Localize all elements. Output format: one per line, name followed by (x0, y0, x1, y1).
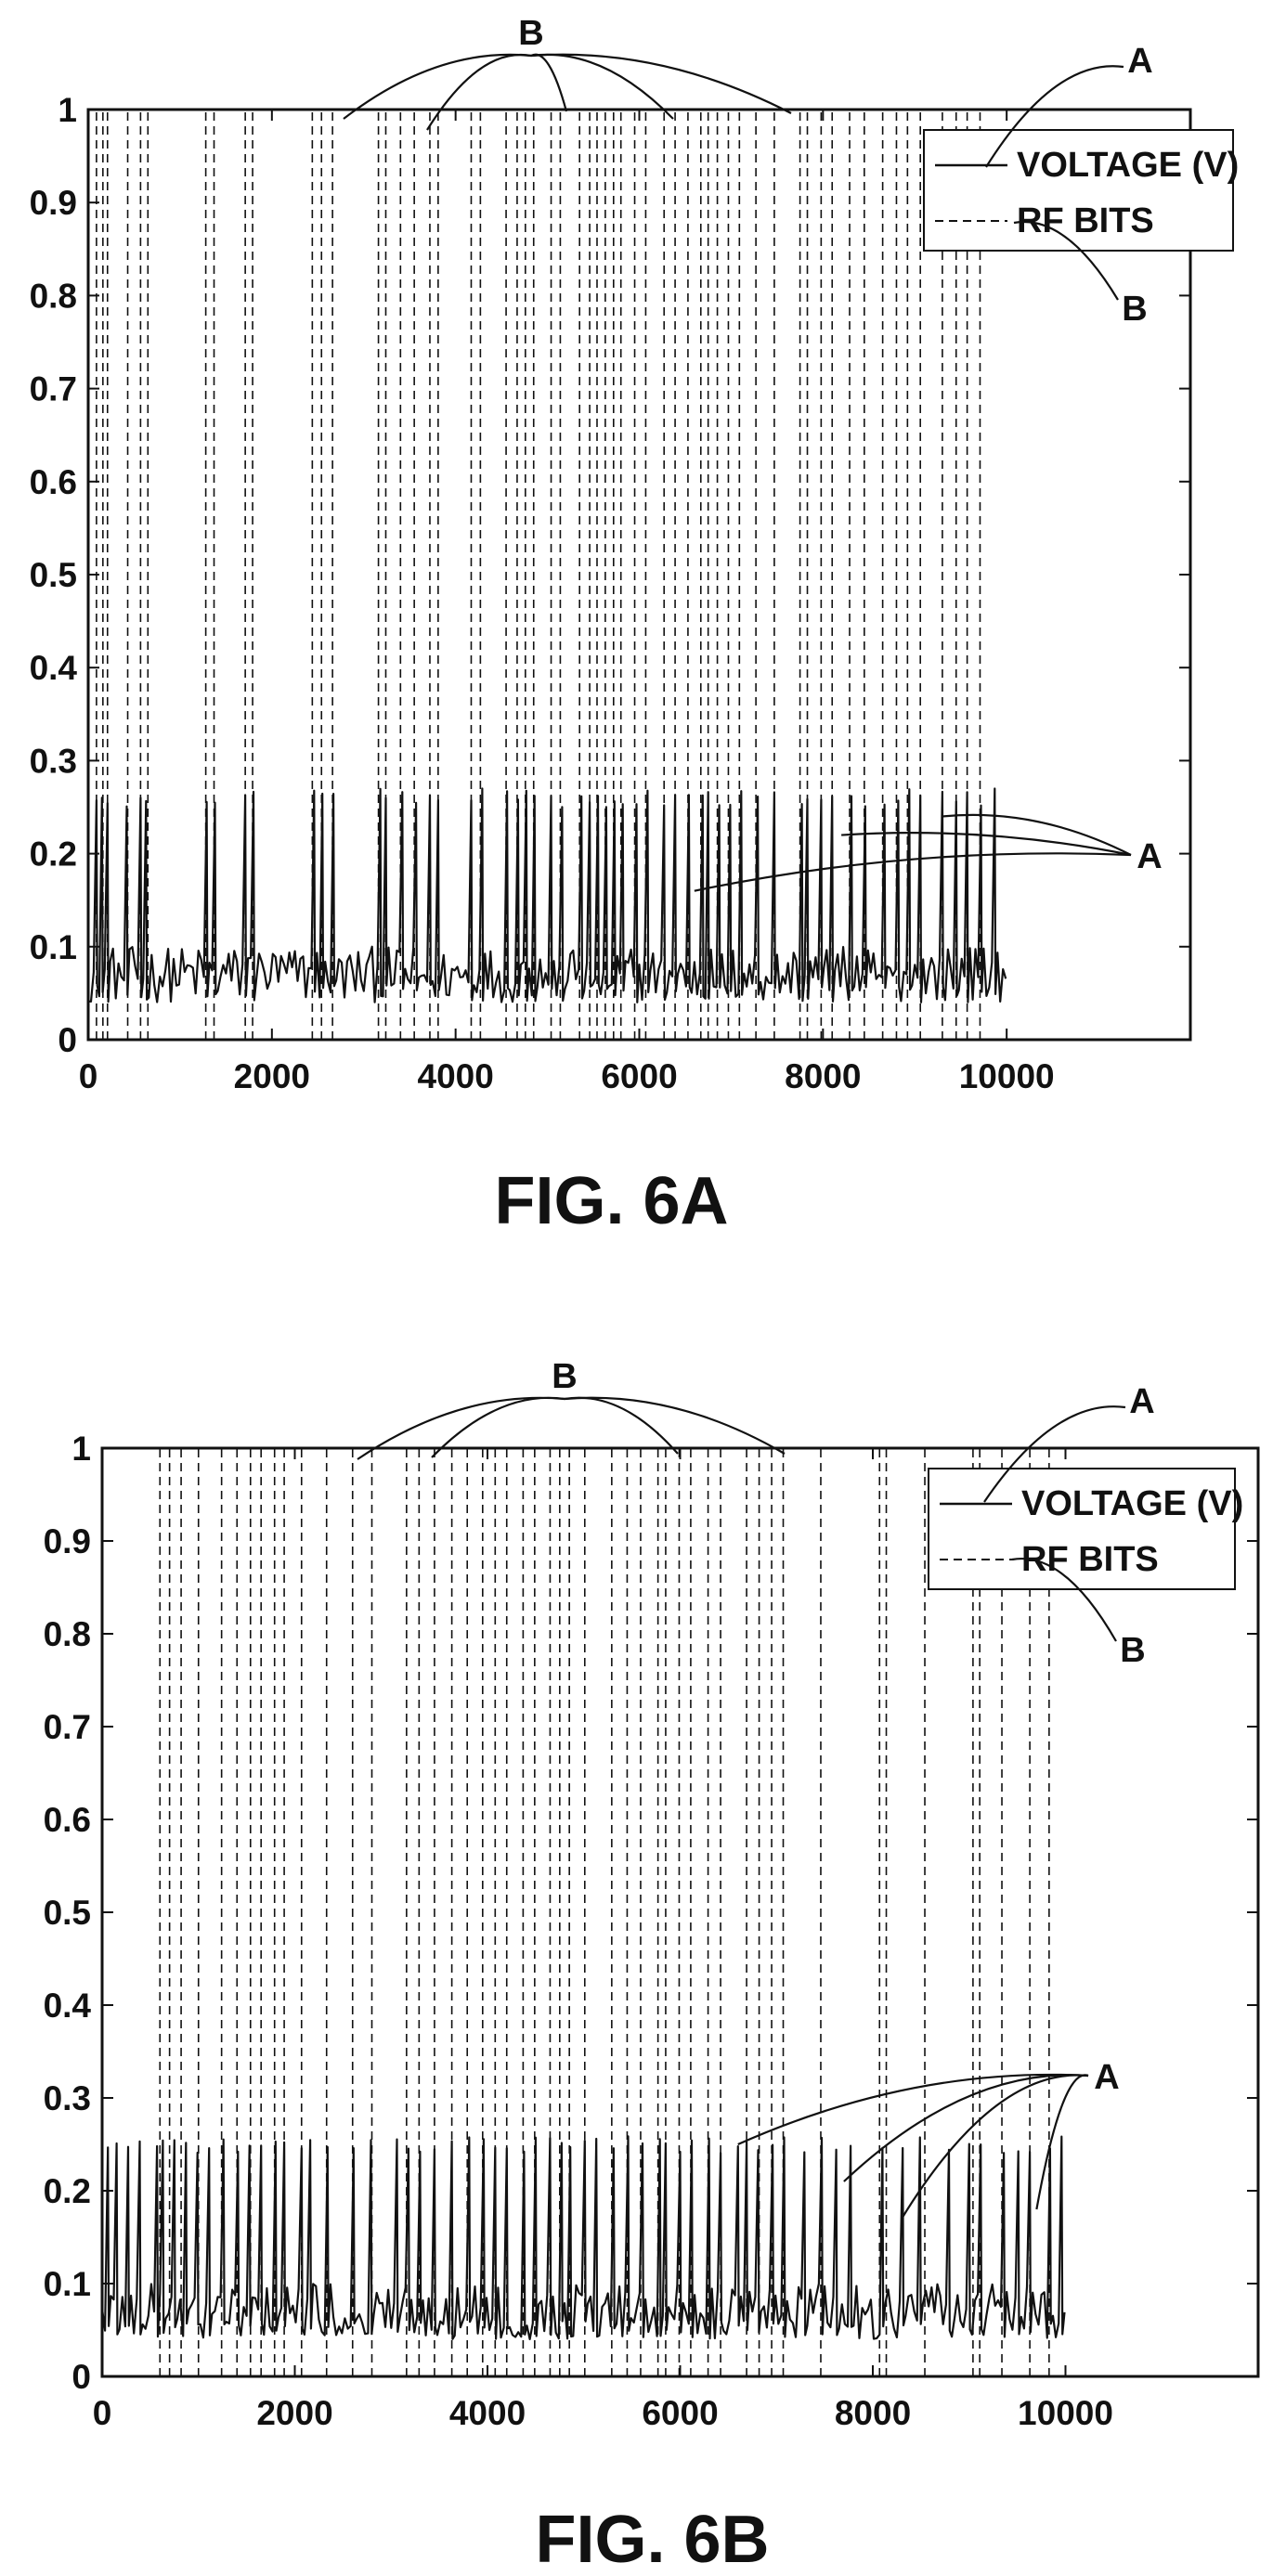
figure-caption: FIG. 6B (535, 2503, 769, 2576)
legend: VOLTAGE (V) RF BITS (928, 1468, 1243, 1590)
callout-b-legend-leader (1013, 220, 1119, 301)
y-tick-label: 0.8 (30, 277, 77, 315)
legend-box (923, 129, 1234, 252)
y-tick-label: 0.7 (30, 370, 77, 408)
x-tick-label: 4000 (418, 1057, 494, 1095)
y-tick-label: 0.4 (30, 649, 78, 687)
callouts: B A B A (343, 14, 1163, 892)
y-tick-label: 0.1 (44, 2265, 91, 2303)
chart-6a: 0 0.1 0.2 0.3 0.4 0.5 0.6 0.7 0.8 0.9 1 0 2000 4000 60… (30, 14, 1240, 1238)
x-tick-label: 10000 (1018, 2394, 1113, 2432)
callout-a-trace: A (1137, 837, 1162, 876)
x-tick-label: 6000 (601, 1057, 677, 1095)
chart-6b: 0 0.1 0.2 0.3 0.4 0.5 0.6 0.7 0.8 0.9 1 0 2000 4000 60… (44, 1357, 1260, 2576)
y-tick-label: 0.6 (44, 1801, 91, 1839)
x-tick-label: 0 (93, 2394, 112, 2432)
callout-b-top-leader (530, 53, 568, 112)
legend-label-rf-bits: RF BITS (1017, 201, 1154, 240)
legend-label-voltage: VOLTAGE (V) (1021, 1484, 1243, 1523)
x-tick-label: 4000 (449, 2394, 526, 2432)
x-tick-label: 2000 (234, 1057, 310, 1095)
callout-a-trace-leader (1035, 2074, 1089, 2210)
callout-b-legend-leader (1011, 1558, 1117, 1642)
y-tick-label: 0.9 (44, 1522, 91, 1560)
y-tick-label: 0.3 (44, 2079, 91, 2117)
y-tick-label: 0 (58, 1021, 77, 1059)
x-tick-label: 10000 (959, 1057, 1055, 1095)
callout-a-trace-leader (694, 852, 1132, 892)
legend: VOLTAGE (V) RF BITS (923, 129, 1239, 252)
y-tick-label: 1 (71, 1430, 91, 1468)
x-tick-label: 6000 (642, 2394, 718, 2432)
callout-a-trace-leader (737, 2073, 1089, 2146)
y-tick-label: 0.4 (44, 1987, 92, 2025)
callout-b-legend: B (1122, 290, 1147, 329)
y-tick-label: 0.6 (30, 463, 77, 501)
y-tick-label: 0.5 (44, 1894, 91, 1932)
callout-a-legend-leader (985, 65, 1124, 168)
legend-label-voltage: VOLTAGE (V) (1017, 146, 1239, 185)
callout-b-top-leader (564, 1396, 679, 1455)
x-tick-label: 0 (79, 1057, 98, 1095)
voltage-series (87, 787, 1007, 1003)
callout-b-legend: B (1120, 1631, 1145, 1670)
y-tick-label: 0.1 (30, 928, 77, 966)
callout-a-trace-leader (901, 2074, 1089, 2220)
y-tick-label: 1 (58, 91, 77, 129)
y-tick-label: 0.5 (30, 556, 77, 594)
y-tick-label: 0.8 (44, 1615, 91, 1653)
callout-a-legend: A (1129, 1382, 1154, 1421)
callout-b-top-leader (426, 53, 532, 131)
callout-a-legend-leader (983, 1405, 1126, 1503)
figure-caption: FIG. 6A (494, 1164, 728, 1238)
callout-b-top-leader (564, 1396, 786, 1455)
voltage-series (100, 2135, 1066, 2340)
y-tick-label: 0 (71, 2358, 91, 2396)
rf-bits-series (159, 1448, 1050, 2376)
callout-b-top-leader (357, 1396, 565, 1460)
callout-b-top-leader (431, 1396, 565, 1458)
callout-b-top: B (552, 1357, 577, 1396)
callout-a-trace-leader (843, 2074, 1089, 2182)
callouts: B A B A (357, 1357, 1155, 2220)
callout-a-trace-leader (841, 832, 1132, 857)
x-tick-label: 8000 (835, 2394, 911, 2432)
y-tick-label: 0.3 (30, 742, 77, 780)
callout-a-trace-leader (942, 813, 1132, 856)
callout-b-top-leader (530, 53, 792, 114)
legend-box (928, 1468, 1236, 1590)
legend-label-rf-bits: RF BITS (1021, 1540, 1159, 1579)
callout-a-trace: A (1094, 2058, 1119, 2097)
x-tick-label: 8000 (785, 1057, 861, 1095)
y-tick-label: 0.7 (44, 1708, 91, 1746)
y-tick-label: 0.9 (30, 184, 77, 222)
rf-bits-series (96, 110, 981, 1040)
y-tick-label: 0.2 (30, 835, 77, 874)
callout-a-legend: A (1127, 42, 1152, 81)
callout-b-top: B (518, 14, 543, 53)
callout-b-top-leader (343, 53, 532, 120)
x-tick-label: 2000 (256, 2394, 332, 2432)
y-tick-label: 0.2 (44, 2172, 91, 2210)
